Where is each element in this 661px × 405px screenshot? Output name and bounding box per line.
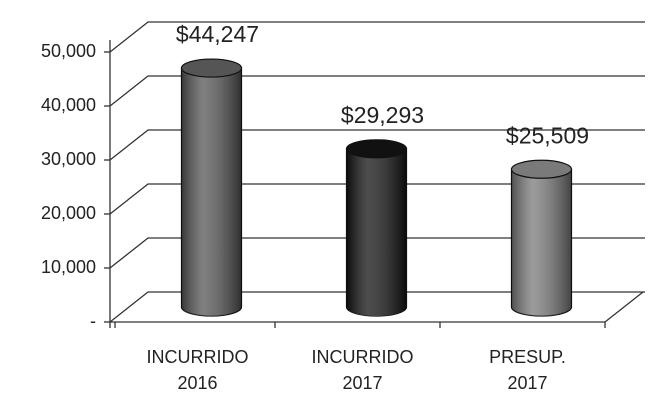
grid-line	[109, 21, 645, 53]
cylinder-top	[345, 139, 408, 159]
x-tick-label: INCURRIDO	[312, 347, 414, 367]
grid-line	[109, 183, 645, 215]
value-label: $25,509	[506, 122, 589, 148]
x-tick-label: 2017	[507, 373, 547, 393]
y-tick-label: 50,000	[41, 41, 96, 61]
x-tick-label: PRESUP.	[489, 347, 566, 367]
grid-line	[109, 75, 645, 107]
cylinder-shade	[181, 68, 242, 317]
y-tick-label: 20,000	[41, 203, 96, 223]
grid-line	[109, 291, 645, 323]
y-tick-label: 40,000	[41, 95, 96, 115]
grid-line	[109, 129, 645, 161]
x-tick-label: 2017	[342, 373, 382, 393]
x-tick-label: 2016	[177, 373, 217, 393]
cylinder-shade	[511, 169, 572, 316]
cylinder-top	[180, 58, 243, 78]
y-tick-label: -	[90, 311, 96, 331]
value-label: $44,247	[176, 21, 259, 47]
value-label: $29,293	[341, 102, 424, 128]
cylinder-top	[510, 159, 573, 179]
grid-line	[109, 237, 645, 269]
y-tick-label: 30,000	[41, 149, 96, 169]
cylinder-shade	[346, 148, 407, 316]
y-tick-label: 10,000	[41, 257, 96, 277]
x-tick-label: INCURRIDO	[147, 347, 249, 367]
